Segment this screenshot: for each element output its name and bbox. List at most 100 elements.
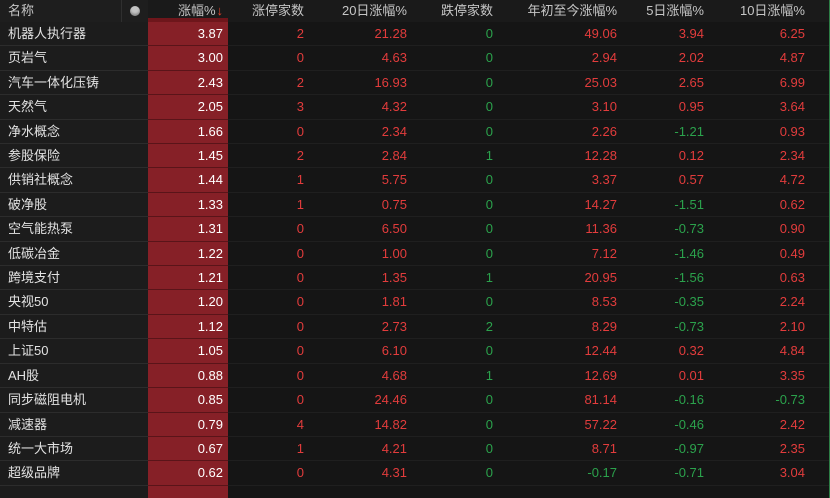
cell-ytd-change: 49.06 — [498, 22, 622, 47]
cell-ytd-change: 3.10 — [498, 95, 622, 120]
column-header-name[interactable]: 名称 — [0, 0, 148, 22]
cell-limit-down-count: 0 — [412, 241, 498, 267]
cell-ytd-change: 8.29 — [498, 314, 622, 340]
cell-change-pct: 2.05 — [148, 95, 228, 120]
table-row[interactable]: 同步磁阻电机 0.85 0 24.46 0 81.14 -0.16 -0.73 — [0, 388, 829, 413]
cell-10day-change: 2.42 — [709, 412, 829, 437]
cell-change-pct: 0.85 — [148, 388, 228, 413]
cell-10day-change: 4.84 — [709, 339, 829, 364]
cell-change-pct: 1.33 — [148, 192, 228, 218]
cell-ytd-change: 2.26 — [498, 119, 622, 145]
cell-limit-up-count: 0 — [228, 266, 312, 291]
cell-10day-change: 2.10 — [709, 314, 829, 340]
cell-limit-up-count: 4 — [228, 412, 312, 437]
cell-10day-change: 3.04 — [709, 461, 829, 486]
column-header-5day[interactable]: 5日涨幅% — [646, 3, 704, 18]
table-row[interactable]: 机器人执行器 3.87 2 21.28 0 49.06 3.94 6.25 — [0, 22, 829, 47]
column-header-chg[interactable]: 涨幅%↓ — [148, 0, 228, 22]
table-row[interactable]: 超级品牌 0.62 0 4.31 0 -0.17 -0.71 3.04 — [0, 461, 829, 486]
table-row[interactable]: 汽车一体化压铸 2.43 2 16.93 0 25.03 2.65 6.99 — [0, 70, 829, 96]
cell-20day-change: 2.34 — [312, 119, 412, 145]
column-label-name: 名称 — [8, 3, 35, 18]
cell-10day-change: 4.87 — [709, 46, 829, 71]
cell-10day-change: 0.93 — [709, 119, 829, 145]
cell-limit-down-count: 2 — [412, 314, 498, 340]
cell-name: 低碳冶金 — [0, 241, 148, 267]
cell-ytd-change: 2.94 — [498, 46, 622, 71]
cell-ytd-change: 25.03 — [498, 70, 622, 96]
table-row[interactable]: 天然气 2.05 3 4.32 0 3.10 0.95 3.64 — [0, 95, 829, 120]
table-row[interactable]: 中特估 1.12 0 2.73 2 8.29 -0.73 2.10 — [0, 314, 829, 340]
cell-limit-down-count: 0 — [412, 217, 498, 242]
table-row[interactable]: 破净股 1.33 1 0.75 0 14.27 -1.51 0.62 — [0, 192, 829, 218]
cell-20day-change: 5.75 — [312, 168, 412, 193]
cell-ytd-change: 3.37 — [498, 168, 622, 193]
cell-limit-down-count: 0 — [412, 22, 498, 47]
table-body: 机器人执行器 3.87 2 21.28 0 49.06 3.94 6.25 页岩气 3.00 0 4.… — [0, 22, 829, 498]
cell-name: 央视50 — [0, 290, 148, 315]
cell-name: 破净股 — [0, 192, 148, 218]
table-row[interactable]: 净水概念 1.66 0 2.34 0 2.26 -1.21 0.93 — [0, 119, 829, 145]
cell-change-pct: 1.22 — [148, 241, 228, 267]
cell-change-pct: 1.20 — [148, 290, 228, 315]
cell-5day-change: 0.32 — [622, 339, 709, 364]
cell-20day-change: 1.00 — [312, 241, 412, 267]
table-row[interactable]: AH股 0.88 0 4.68 1 12.69 0.01 3.35 — [0, 363, 829, 389]
cell-limit-up-count — [228, 485, 312, 498]
cell-ytd-change: 81.14 — [498, 388, 622, 413]
column-header-ytd[interactable]: 年初至今涨幅% — [527, 3, 617, 18]
cell-10day-change: 3.35 — [709, 363, 829, 389]
cell-limit-up-count: 2 — [228, 22, 312, 47]
sort-desc-icon: ↓ — [216, 3, 224, 18]
cell-10day-change: 0.90 — [709, 217, 829, 242]
cell-5day-change: -1.21 — [622, 119, 709, 145]
cell-5day-change: 0.12 — [622, 144, 709, 169]
cell-name: 减速器 — [0, 412, 148, 437]
cell-change-pct: 1.31 — [148, 217, 228, 242]
cell-limit-up-count: 1 — [228, 436, 312, 462]
marker-dot-button[interactable] — [121, 0, 148, 22]
table-header: 名称 涨幅%↓ 涨停家数 20日涨幅% 跌停家数 年初至今涨幅% 5日涨幅% 1… — [0, 0, 829, 22]
table-row[interactable]: 参股保险 1.45 2 2.84 1 12.28 0.12 2.34 — [0, 144, 829, 169]
cell-name: 页岩气 — [0, 46, 148, 71]
cell-5day-change: -0.35 — [622, 290, 709, 315]
cell-limit-up-count: 0 — [228, 388, 312, 413]
table-row[interactable] — [0, 485, 829, 498]
cell-10day-change: 0.62 — [709, 192, 829, 218]
column-header-20day[interactable]: 20日涨幅% — [341, 3, 407, 18]
cell-name: 机器人执行器 — [0, 22, 148, 47]
table-row[interactable]: 空气能热泵 1.31 0 6.50 0 11.36 -0.73 0.90 — [0, 217, 829, 242]
cell-5day-change: 2.02 — [622, 46, 709, 71]
cell-limit-up-count: 0 — [228, 290, 312, 315]
table-row[interactable]: 上证50 1.05 0 6.10 0 12.44 0.32 4.84 — [0, 339, 829, 364]
table-row[interactable]: 减速器 0.79 4 14.82 0 57.22 -0.46 2.42 — [0, 412, 829, 437]
cell-limit-up-count: 0 — [228, 461, 312, 486]
cell-name — [0, 485, 148, 498]
cell-change-pct: 0.62 — [148, 461, 228, 486]
table-row[interactable]: 低碳冶金 1.22 0 1.00 0 7.12 -1.46 0.49 — [0, 241, 829, 267]
table-row[interactable]: 跨境支付 1.21 0 1.35 1 20.95 -1.56 0.63 — [0, 266, 829, 291]
cell-limit-up-count: 0 — [228, 363, 312, 389]
circle-marker-icon — [130, 6, 140, 16]
cell-ytd-change: 11.36 — [498, 217, 622, 242]
cell-limit-up-count: 0 — [228, 339, 312, 364]
cell-change-pct: 1.45 — [148, 144, 228, 169]
cell-5day-change: 0.95 — [622, 95, 709, 120]
cell-change-pct: 0.79 — [148, 412, 228, 437]
table-row[interactable]: 统一大市场 0.67 1 4.21 0 8.71 -0.97 2.35 — [0, 436, 829, 462]
cell-20day-change: 4.63 — [312, 46, 412, 71]
cell-name: 统一大市场 — [0, 436, 148, 462]
column-header-limit-down[interactable]: 跌停家数 — [440, 3, 493, 18]
cell-5day-change: -0.73 — [622, 217, 709, 242]
table-row[interactable]: 供销社概念 1.44 1 5.75 0 3.37 0.57 4.72 — [0, 168, 829, 193]
cell-limit-down-count: 1 — [412, 363, 498, 389]
cell-change-pct: 1.05 — [148, 339, 228, 364]
cell-ytd-change — [498, 485, 622, 498]
cell-5day-change: 0.01 — [622, 363, 709, 389]
column-header-limit-up[interactable]: 涨停家数 — [251, 3, 304, 18]
table-row[interactable]: 页岩气 3.00 0 4.63 0 2.94 2.02 4.87 — [0, 46, 829, 71]
column-header-10day[interactable]: 10日涨幅% — [739, 3, 805, 18]
cell-20day-change — [312, 485, 412, 498]
cell-name: 净水概念 — [0, 119, 148, 145]
table-row[interactable]: 央视50 1.20 0 1.81 0 8.53 -0.35 2.24 — [0, 290, 829, 315]
